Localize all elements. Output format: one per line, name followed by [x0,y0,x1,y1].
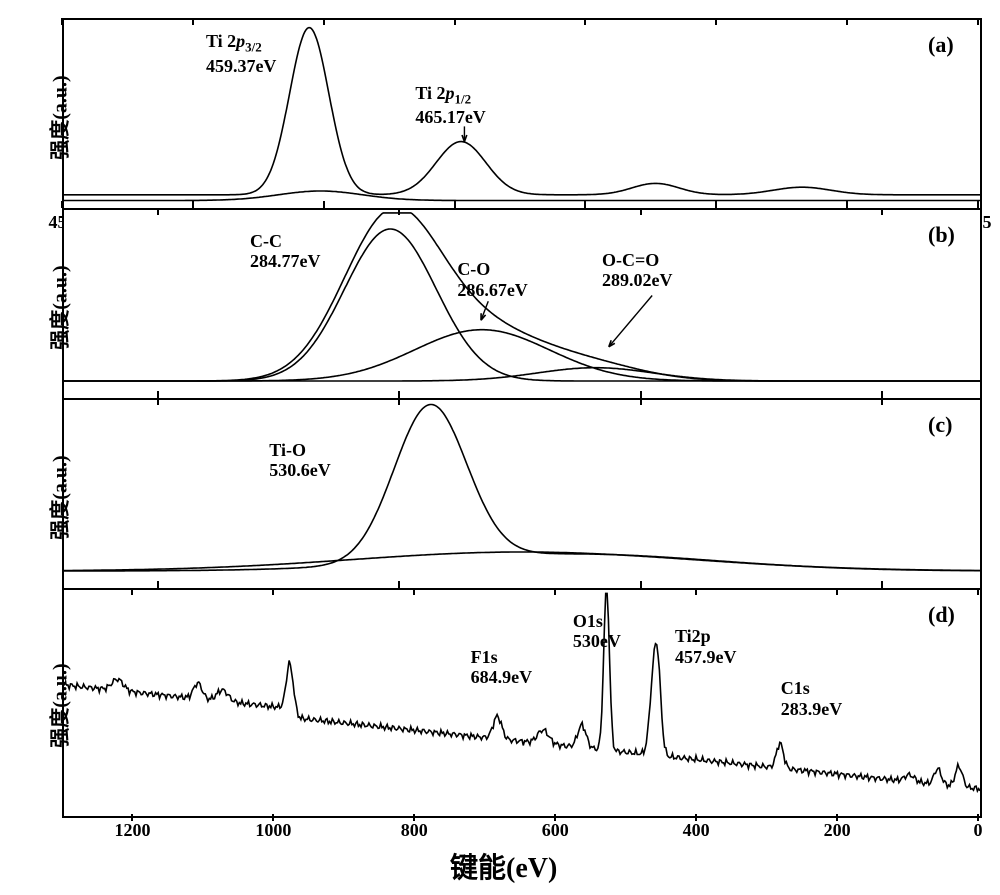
curves-a [64,20,980,210]
panel-letter-b: (b) [928,222,955,248]
tick-mark [715,18,717,25]
ylabel-c: 强度(a.u.) [44,455,73,539]
ylabel-b: 强度(a.u.) [44,265,73,349]
tick-mark [881,208,883,215]
tick-mark [157,581,159,588]
curves-c [64,400,980,590]
annotation: Ti 2p1/2465.17eV [415,83,486,128]
tick-label: 1000 [255,820,291,841]
tick-mark [881,398,883,405]
xps-figure: 强度(a.u.)450455460465470475480485Ti 2p3/2… [0,0,1000,895]
tick-label: 200 [824,820,851,841]
annotation: O1s530eV [573,611,621,652]
tick-mark [640,391,642,398]
tick-mark [272,588,274,595]
annotation: Ti2p457.9eV [675,626,737,667]
annotation: C-C284.77eV [250,231,321,272]
tick-label: 400 [683,820,710,841]
tick-mark [715,201,717,208]
curves-d [64,590,980,816]
tick-mark [131,588,133,595]
tick-mark [157,208,159,215]
tick-mark [192,18,194,25]
tick-mark [640,581,642,588]
tick-mark [323,201,325,208]
annotation: Ti-O530.6eV [269,440,331,481]
tick-mark [695,588,697,595]
tick-mark [157,391,159,398]
tick-mark [977,18,979,25]
panel-b [62,208,982,402]
tick-mark [454,201,456,208]
tick-label: 0 [974,820,983,841]
tick-mark [61,18,63,25]
annotation: C1s283.9eV [781,678,843,719]
tick-mark [323,18,325,25]
tick-mark [157,398,159,405]
tick-mark [398,398,400,405]
tick-mark [977,588,979,595]
tick-mark [398,391,400,398]
tick-label: 800 [401,820,428,841]
tick-mark [977,201,979,208]
tick-mark [846,18,848,25]
tick-mark [192,201,194,208]
annotation: F1s684.9eV [471,647,533,688]
tick-mark [846,201,848,208]
ylabel-d: 强度(a.u.) [44,663,73,747]
panel-c [62,398,982,592]
curves-b [64,210,980,400]
panel-letter-a: (a) [928,32,954,58]
tick-mark [881,581,883,588]
tick-label: 600 [542,820,569,841]
tick-mark [454,18,456,25]
panel-letter-c: (c) [928,412,952,438]
xaxis-label: 键能(eV) [450,846,557,886]
tick-mark [554,588,556,595]
tick-mark [413,588,415,595]
ylabel-a: 强度(a.u.) [44,75,73,159]
tick-mark [584,18,586,25]
tick-label: 1200 [114,820,150,841]
tick-mark [881,391,883,398]
tick-mark [640,398,642,405]
tick-mark [398,581,400,588]
annotation: C-O286.67eV [457,259,528,300]
tick-mark [640,208,642,215]
tick-mark [836,588,838,595]
tick-mark [584,201,586,208]
annotation: Ti 2p3/2459.37eV [206,31,277,76]
panel-a [62,18,982,212]
annotation: O-C=O289.02eV [602,250,673,291]
panel-d [62,588,982,818]
tick-mark [61,201,63,208]
panel-letter-d: (d) [928,602,955,628]
tick-mark [398,208,400,215]
